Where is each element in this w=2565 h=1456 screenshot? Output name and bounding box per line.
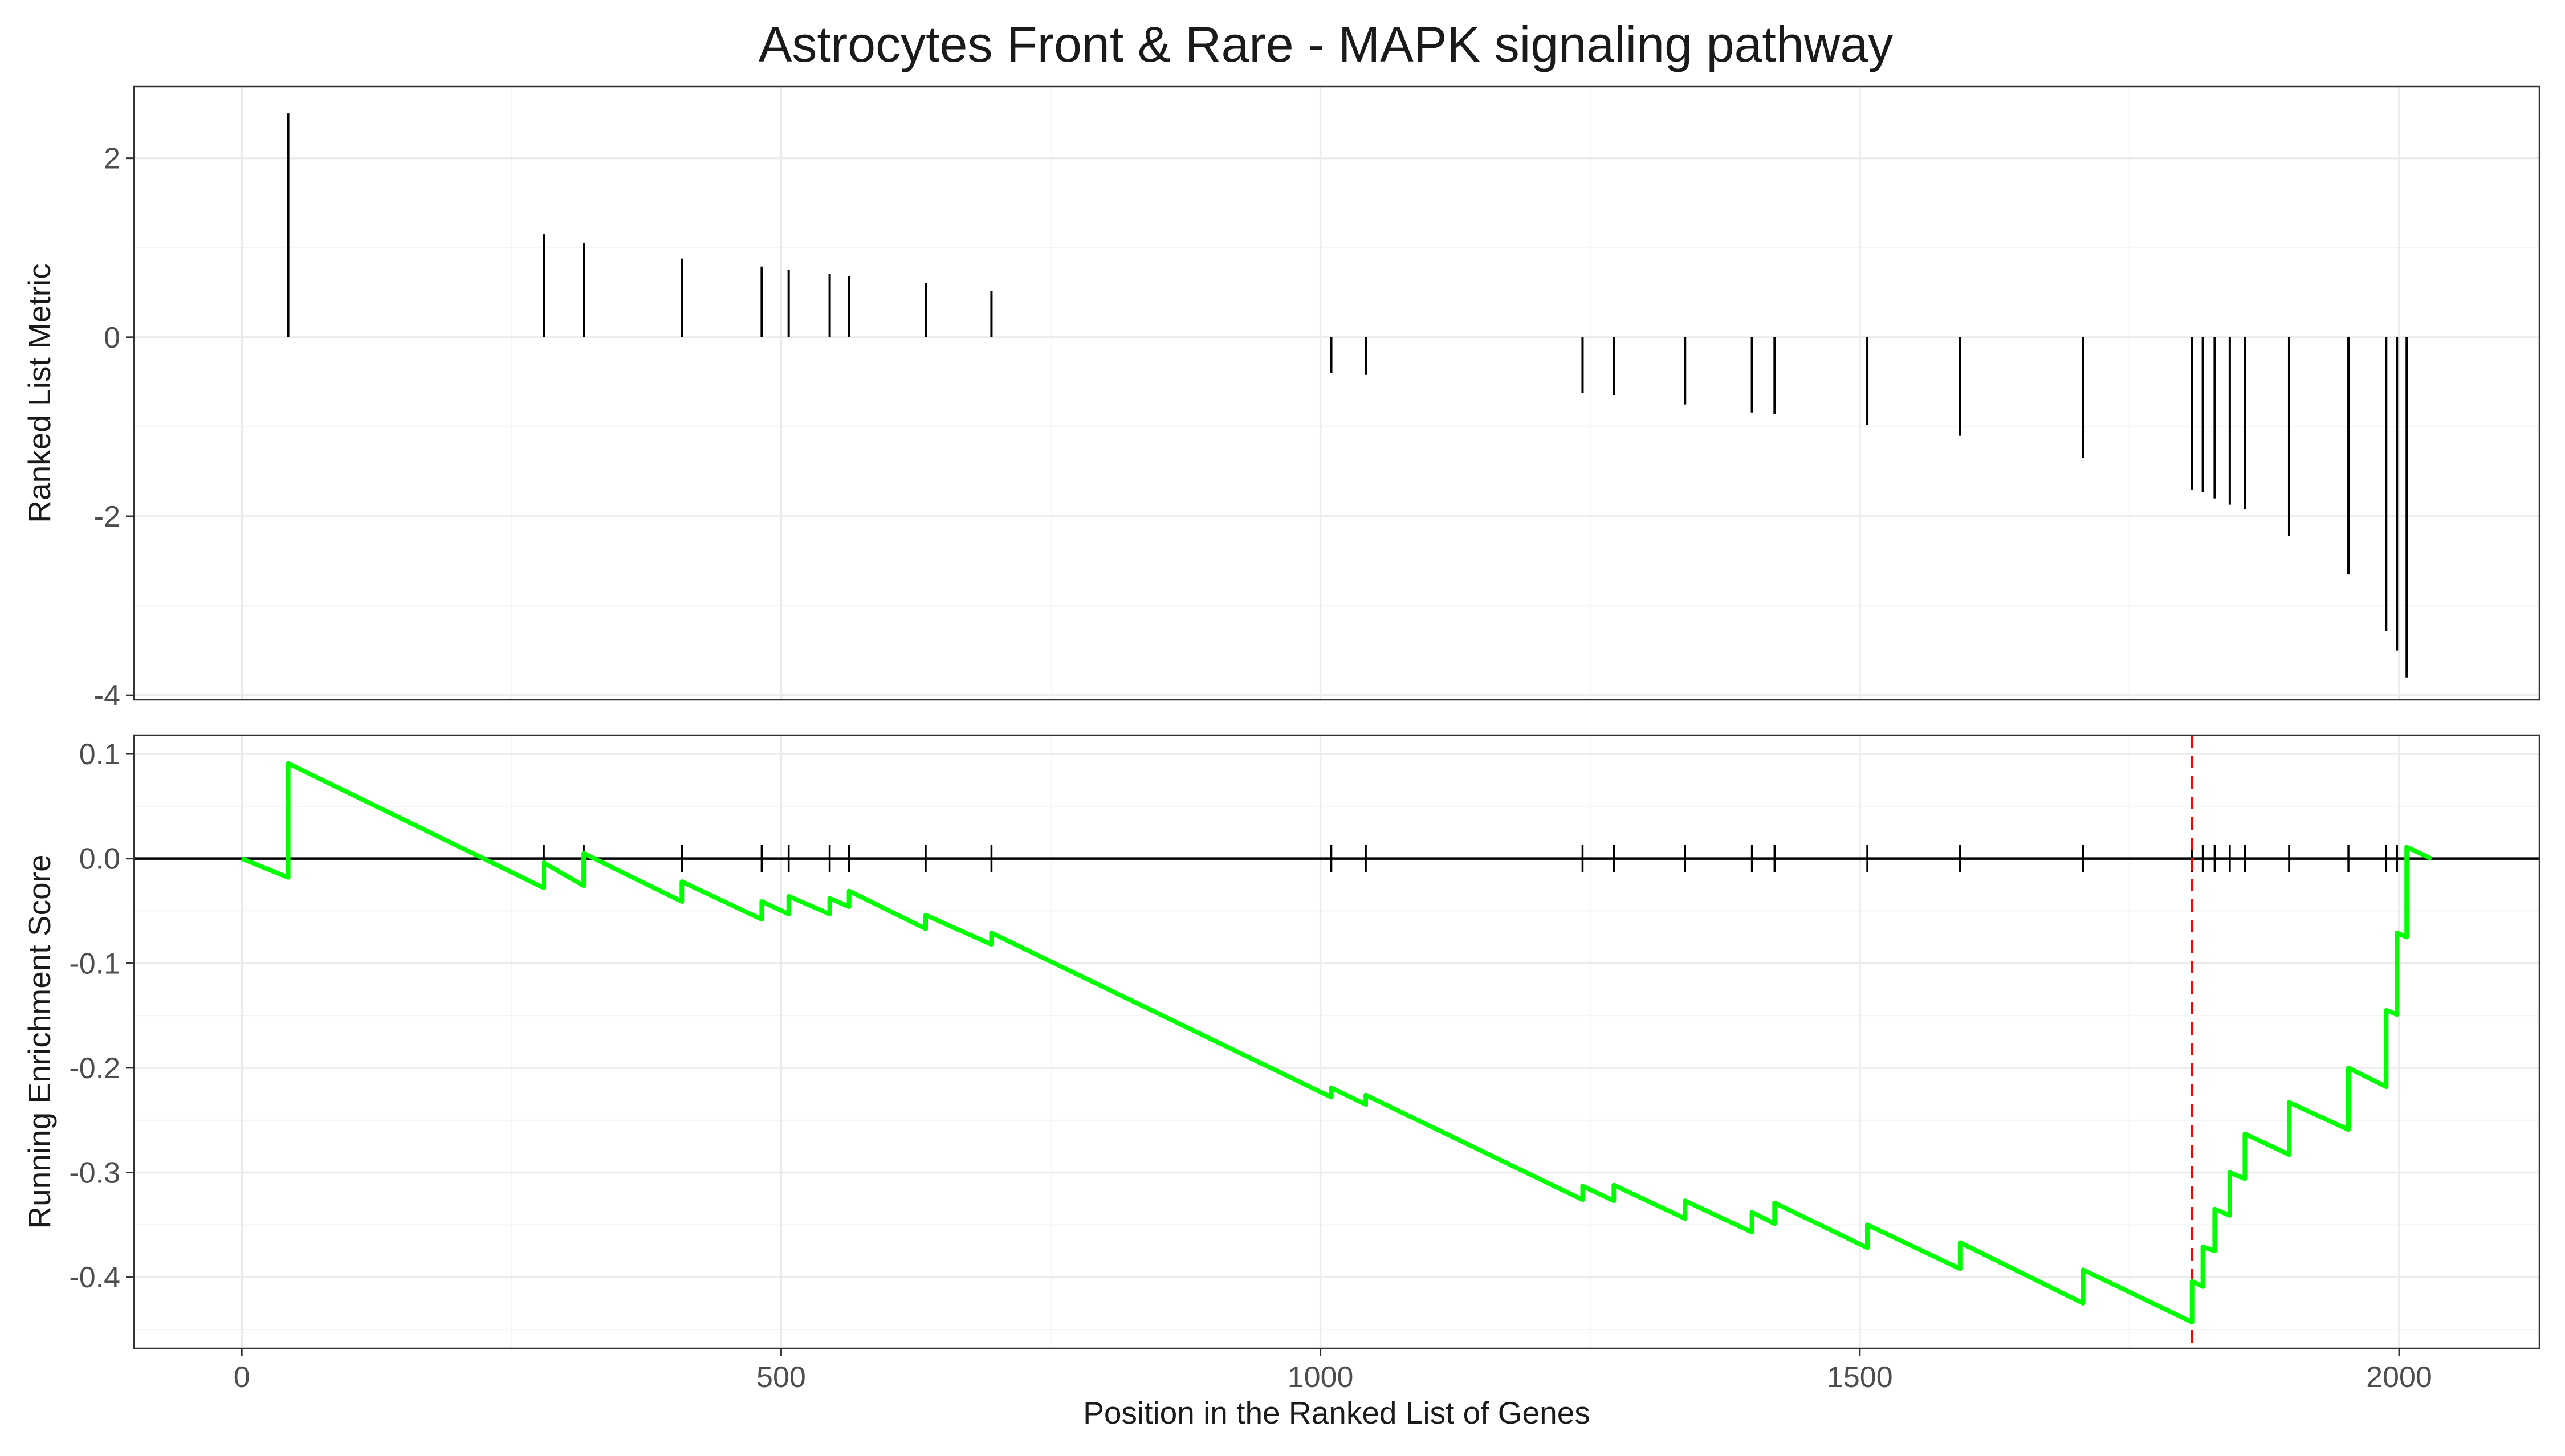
bottom-y-tick-label: -0.1 (69, 947, 120, 980)
x-tick-label: 500 (756, 1361, 806, 1394)
running-es-panel: -0.4-0.3-0.2-0.10.00.1 0 500 1000 1500 2000 … (22, 734, 2540, 1430)
x-axis-title: Position in the Ranked List of Genes (1083, 1395, 1590, 1430)
bottom-y-tick-label: -0.4 (69, 1261, 120, 1294)
bottom-y-axis-title: Running Enrichment Score (22, 854, 57, 1229)
top-y-axis: -4 -2 0 2 (94, 142, 134, 712)
ranked-metric-bars (287, 113, 2408, 678)
top-y-axis-title: Ranked List Metric (22, 263, 57, 523)
bottom-panel-border (133, 734, 2540, 1349)
chart-title: Astrocytes Front & Rare - MAPK signaling… (759, 16, 1894, 72)
bottom-y-tick-label: -0.2 (69, 1052, 120, 1085)
running-es-line (241, 761, 2433, 1325)
top-y-tick-label: 2 (104, 142, 120, 176)
top-grid (134, 87, 2539, 700)
top-panel-border (133, 85, 2540, 701)
x-tick-label: 0 (234, 1361, 250, 1394)
bottom-y-tick-label: 0.1 (79, 738, 120, 771)
x-tick-label: 1500 (1827, 1361, 1893, 1394)
top-y-tick-label: -2 (94, 500, 120, 533)
ranked-metric-panel: -4 -2 0 2 Ranked List Metric (22, 85, 2540, 712)
top-y-tick-label: -4 (94, 679, 120, 712)
bottom-y-tick-label: -0.3 (69, 1157, 120, 1190)
bottom-y-tick-label: 0.0 (79, 843, 120, 876)
bottom-y-axis: -0.4 -0.3 -0.2 -0.1 0.0 0.1 (69, 738, 134, 1294)
x-axis: 0 500 1000 1500 2000 (234, 1348, 2432, 1394)
bottom-grid (134, 735, 2539, 1348)
x-tick-label: 2000 (2366, 1361, 2432, 1394)
top-y-tick-label: 0 (104, 321, 120, 354)
x-tick-label: 1000 (1288, 1361, 1354, 1394)
